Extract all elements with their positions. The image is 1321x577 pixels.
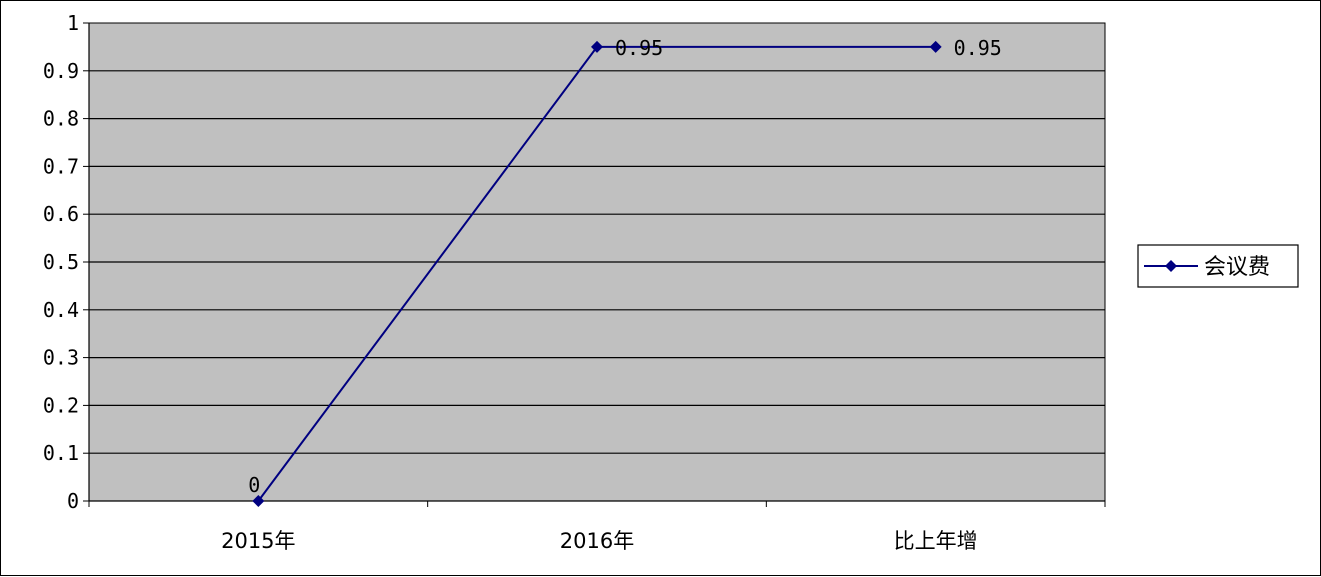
y-tick-label: 0.9 <box>43 59 79 83</box>
y-tick-label: 0.7 <box>43 154 79 178</box>
y-tick-label: 1 <box>67 11 79 35</box>
legend: 会议费 <box>1137 244 1299 288</box>
data-label: 0.95 <box>615 36 663 60</box>
legend-marker <box>1165 260 1177 272</box>
y-tick-label: 0 <box>67 489 79 513</box>
y-tick-label: 0.6 <box>43 202 79 226</box>
data-label: 0 <box>248 473 260 497</box>
legend-label: 会议费 <box>1204 255 1270 280</box>
y-tick-label: 0.4 <box>43 298 79 322</box>
x-tick-label: 2016年 <box>560 529 634 553</box>
x-tick-label: 比上年增 <box>894 529 978 553</box>
x-axis: 2015年 2016年 比上年增 <box>88 500 1106 553</box>
y-tick-label: 0.3 <box>43 346 79 370</box>
y-tick-label: 0.1 <box>43 441 79 465</box>
y-tick-label: 0.5 <box>43 250 79 274</box>
gridlines <box>89 70 1105 454</box>
data-label: 0.95 <box>954 36 1002 60</box>
y-tick-label: 0.8 <box>43 107 79 131</box>
y-tick-label: 0.2 <box>43 393 79 417</box>
data-point-marker <box>252 495 265 507</box>
x-tick-label: 2015年 <box>221 529 295 553</box>
data-point-marker <box>929 40 942 53</box>
y-axis: 0 0.1 0.2 0.3 0.4 0.5 0.6 0.7 0.8 0.9 1 <box>43 11 90 513</box>
data-point-marker <box>591 40 603 53</box>
series-group: 0 0.95 0.95 <box>248 36 1002 507</box>
